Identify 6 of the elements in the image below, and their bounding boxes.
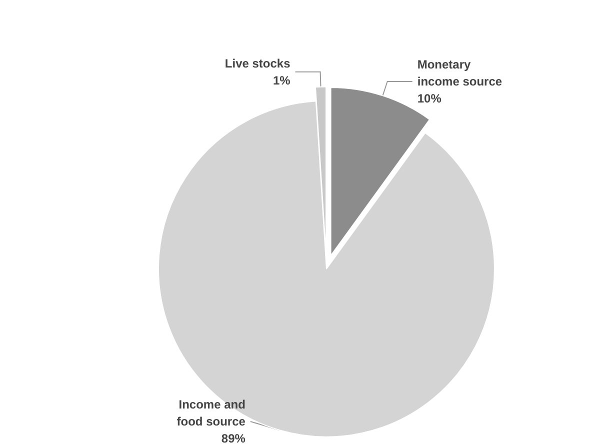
slice-label: Monetary income source [417,57,502,88]
data-label: 89% [221,432,246,446]
data-label: 1% [272,73,291,88]
slice-label: Live stocks [224,56,291,70]
data-label: 10% [417,91,442,106]
slice-label: Income and food source [176,398,246,428]
